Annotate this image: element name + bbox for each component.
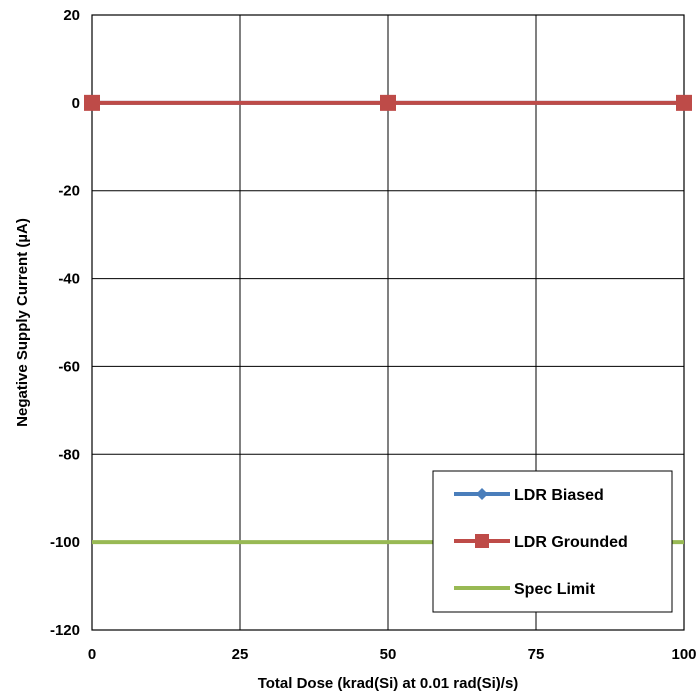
- x-axis-title: Total Dose (krad(Si) at 0.01 rad(Si)/s): [258, 675, 519, 692]
- legend-label: LDR Grounded: [514, 534, 628, 551]
- legend-label: LDR Biased: [514, 487, 604, 504]
- y-tick-label: -120: [50, 622, 80, 639]
- legend-marker: [476, 488, 488, 500]
- y-axis-title: Negative Supply Current (µA): [14, 218, 31, 427]
- x-tick-label: 25: [232, 646, 249, 663]
- legend-label: Spec Limit: [514, 581, 596, 598]
- y-tick-label: -40: [58, 271, 80, 288]
- legend-item: Spec Limit: [454, 581, 596, 598]
- legend: LDR Biased LDR Grounded Spec Limit: [432, 470, 673, 613]
- legend-item: LDR Biased: [454, 487, 604, 504]
- y-tick-label: -20: [58, 183, 80, 200]
- y-tick-label: -80: [58, 446, 80, 463]
- series-ldr-grounded: [84, 94, 692, 111]
- x-axis-ticks: 0 25 50 75 100: [88, 646, 697, 663]
- y-tick-label: 0: [72, 95, 80, 112]
- y-axis-ticks: 20 0 -20 -40 -60 -80 -100 -120: [50, 7, 80, 639]
- y-tick-label: -60: [58, 358, 80, 375]
- y-tick-label: 20: [63, 7, 80, 24]
- x-tick-label: 0: [88, 646, 96, 663]
- y-tick-label: -100: [50, 534, 80, 551]
- legend-marker: [475, 534, 489, 548]
- x-tick-label: 50: [380, 646, 397, 663]
- data-point: [676, 94, 692, 111]
- data-point: [84, 94, 100, 111]
- legend-item: LDR Grounded: [454, 534, 628, 551]
- plot-area: [91, 14, 685, 631]
- x-tick-label: 75: [528, 646, 545, 663]
- data-point: [380, 94, 396, 111]
- x-tick-label: 100: [671, 646, 696, 663]
